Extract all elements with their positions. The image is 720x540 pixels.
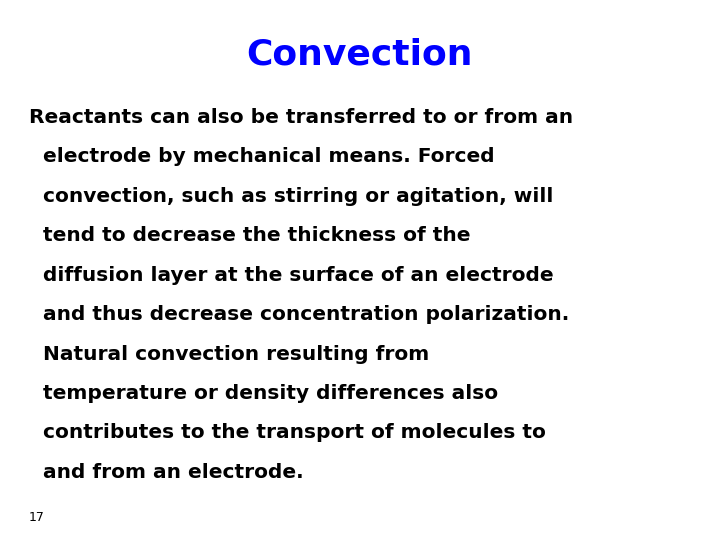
Text: Convection: Convection xyxy=(247,38,473,72)
Text: and thus decrease concentration polarization.: and thus decrease concentration polariza… xyxy=(29,305,569,324)
Text: diffusion layer at the surface of an electrode: diffusion layer at the surface of an ele… xyxy=(29,266,554,285)
Text: 17: 17 xyxy=(29,511,45,524)
Text: Natural convection resulting from: Natural convection resulting from xyxy=(29,345,429,363)
Text: tend to decrease the thickness of the: tend to decrease the thickness of the xyxy=(29,226,470,245)
Text: contributes to the transport of molecules to: contributes to the transport of molecule… xyxy=(29,423,546,442)
Text: Reactants can also be transferred to or from an: Reactants can also be transferred to or … xyxy=(29,108,573,127)
Text: electrode by mechanical means. Forced: electrode by mechanical means. Forced xyxy=(29,147,495,166)
Text: and from an electrode.: and from an electrode. xyxy=(29,463,303,482)
Text: temperature or density differences also: temperature or density differences also xyxy=(29,384,498,403)
Text: convection, such as stirring or agitation, will: convection, such as stirring or agitatio… xyxy=(29,187,553,206)
